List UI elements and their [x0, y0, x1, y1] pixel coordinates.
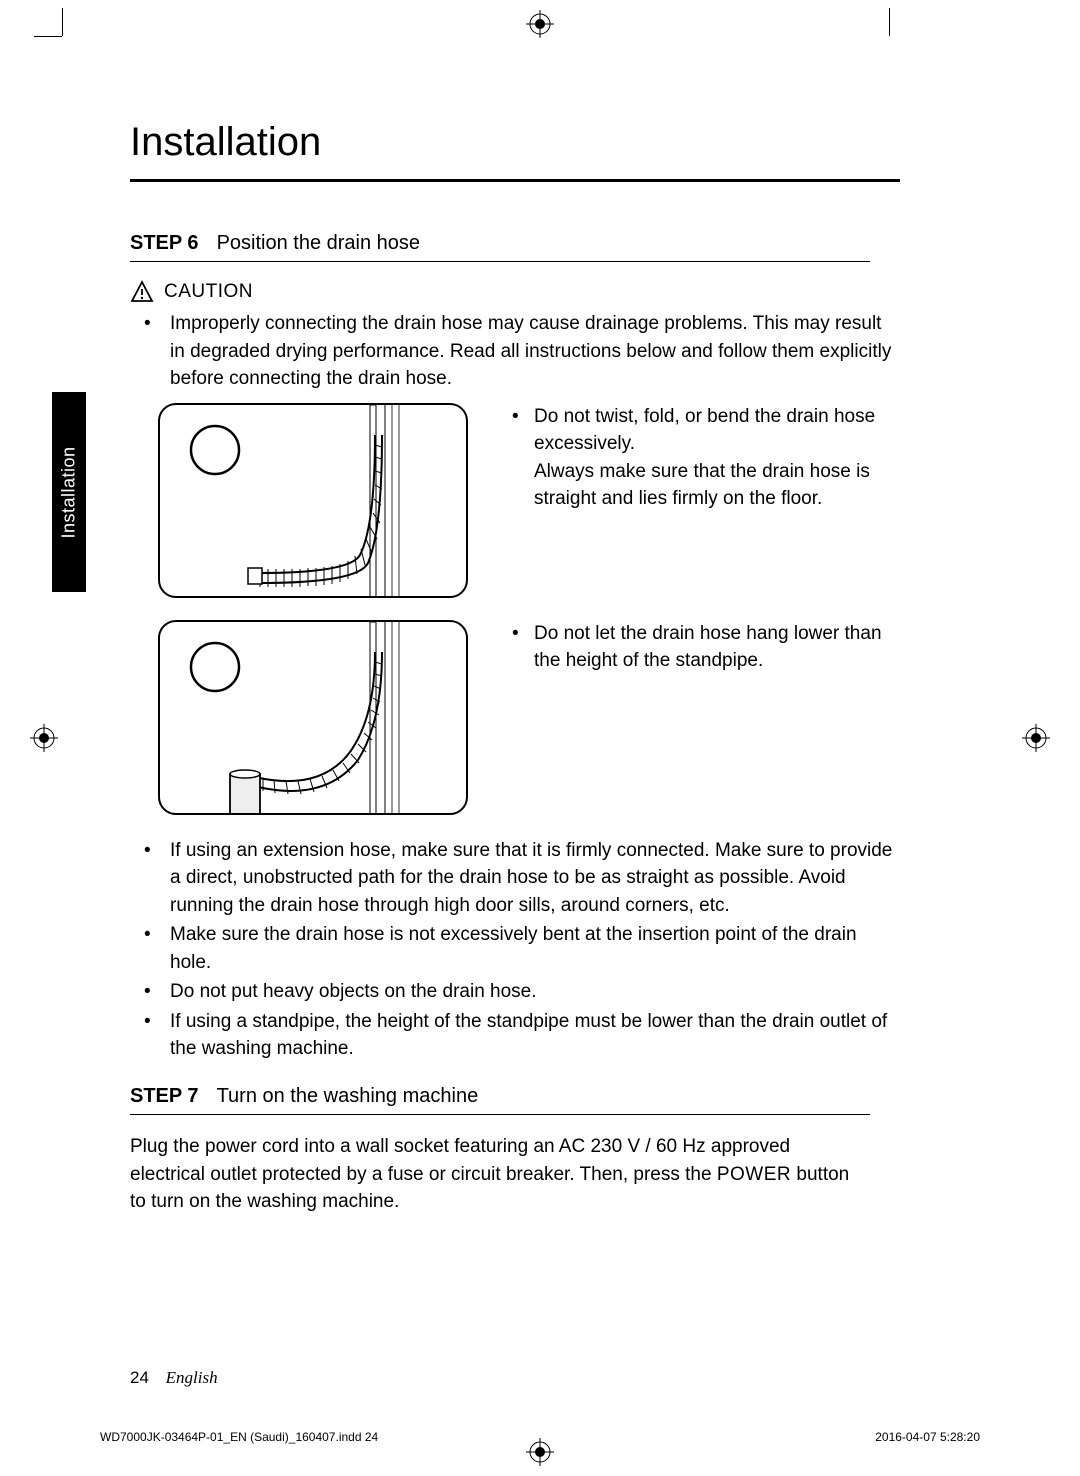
crop-mark-top-left-h	[34, 36, 62, 37]
figure-row-1: Do not twist, fold, or bend the drain ho…	[158, 403, 900, 598]
page-content: Installation STEP 6 Position the drain h…	[130, 120, 900, 1216]
fig1-bullet: Do not twist, fold, or bend the drain ho…	[508, 403, 900, 513]
page-number: 24	[130, 1368, 149, 1387]
figure-2-text: Do not let the drain hose hang lower tha…	[508, 620, 900, 675]
lower-bullet-2: Do not put heavy objects on the drain ho…	[158, 978, 900, 1006]
step7-body: Plug the power cord into a wall socket f…	[130, 1133, 850, 1216]
registration-mark-right	[1022, 724, 1050, 752]
registration-mark-top	[526, 10, 554, 38]
fig1-bullet-text: Do not twist, fold, or bend the drain ho…	[534, 406, 875, 455]
side-tab: Installation	[52, 392, 86, 592]
registration-mark-left	[30, 724, 58, 752]
step7-title: Turn on the washing machine	[217, 1085, 479, 1108]
fig1-extra-text: Always make sure that the drain hose is …	[534, 461, 870, 510]
caution-bullet: Improperly connecting the drain hose may…	[158, 310, 900, 393]
lower-bullet-1: Make sure the drain hose is not excessiv…	[158, 921, 900, 976]
step7-block: STEP 7 Turn on the washing machine Plug …	[130, 1085, 900, 1216]
page-footer: 24 English	[130, 1368, 218, 1388]
step7-body-pre: Plug the power cord into a wall socket f…	[130, 1136, 790, 1185]
figure-1	[158, 403, 468, 598]
crop-mark-top-left	[62, 8, 63, 36]
step6-heading: STEP 6 Position the drain hose	[130, 232, 870, 262]
step7-label: STEP 7	[130, 1085, 199, 1108]
fig2-bullet: Do not let the drain hose hang lower tha…	[508, 620, 900, 675]
lower-bullet-0: If using an extension hose, make sure th…	[158, 837, 900, 920]
caution-row: CAUTION	[130, 280, 900, 304]
power-word: POWER	[717, 1164, 791, 1185]
step6-title: Position the drain hose	[217, 232, 420, 255]
meta-right: 2016-04-07 5:28:20	[875, 1430, 980, 1444]
step6-label: STEP 6	[130, 232, 199, 255]
side-tab-label: Installation	[59, 446, 80, 538]
section-title: Installation	[130, 120, 900, 182]
lower-bullets: If using an extension hose, make sure th…	[130, 837, 900, 1063]
crop-mark-top-right	[889, 8, 890, 36]
meta-left: WD7000JK-03464P-01_EN (Saudi)_160407.ind…	[100, 1430, 378, 1444]
page-language: English	[166, 1368, 218, 1387]
figure-2	[158, 620, 468, 815]
figure-1-text: Do not twist, fold, or bend the drain ho…	[508, 403, 900, 513]
print-meta: WD7000JK-03464P-01_EN (Saudi)_160407.ind…	[100, 1430, 980, 1444]
step7-heading: STEP 7 Turn on the washing machine	[130, 1085, 870, 1115]
caution-bullet-list: Improperly connecting the drain hose may…	[130, 310, 900, 393]
figure-row-2: Do not let the drain hose hang lower tha…	[158, 620, 900, 815]
caution-label: CAUTION	[164, 281, 253, 303]
lower-bullet-3: If using a standpipe, the height of the …	[158, 1008, 900, 1063]
caution-icon	[130, 280, 154, 304]
